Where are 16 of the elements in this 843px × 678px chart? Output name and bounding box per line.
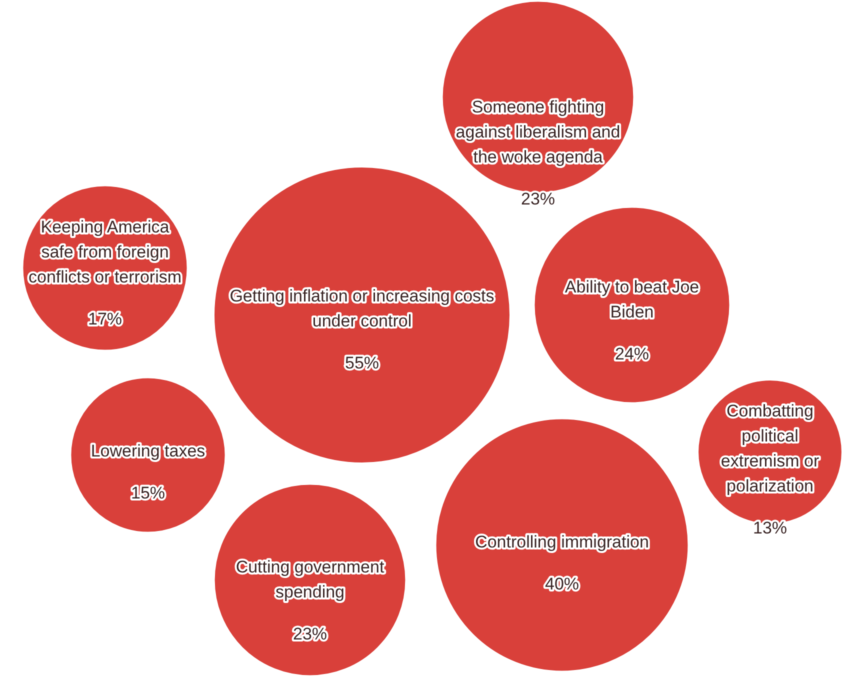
data-label: 55% <box>344 354 380 373</box>
category-label: Cutting government spending <box>236 558 384 602</box>
data-label: 40% <box>544 574 580 594</box>
category-label: Ability to beat Joe Biden <box>564 278 700 322</box>
data-label: 23% <box>292 624 328 644</box>
category-label: Combatting political extremism or polarization <box>720 402 820 496</box>
data-label: 24% <box>614 344 650 364</box>
data-label: 17% <box>88 310 122 329</box>
category-label: Someone fighting against liberalism and the woke agenda <box>456 98 620 167</box>
data-label: 23% <box>520 190 556 209</box>
category-label: Lowering taxes <box>90 442 206 461</box>
data-label: 15% <box>130 484 166 503</box>
category-label: Controlling immigration <box>475 532 649 552</box>
category-label: Keeping America safe from foreign conflicts or terrorism <box>28 218 182 287</box>
category-label: Getting inflation or increasing costs under control <box>230 286 494 331</box>
data-label: 13% <box>752 518 788 538</box>
